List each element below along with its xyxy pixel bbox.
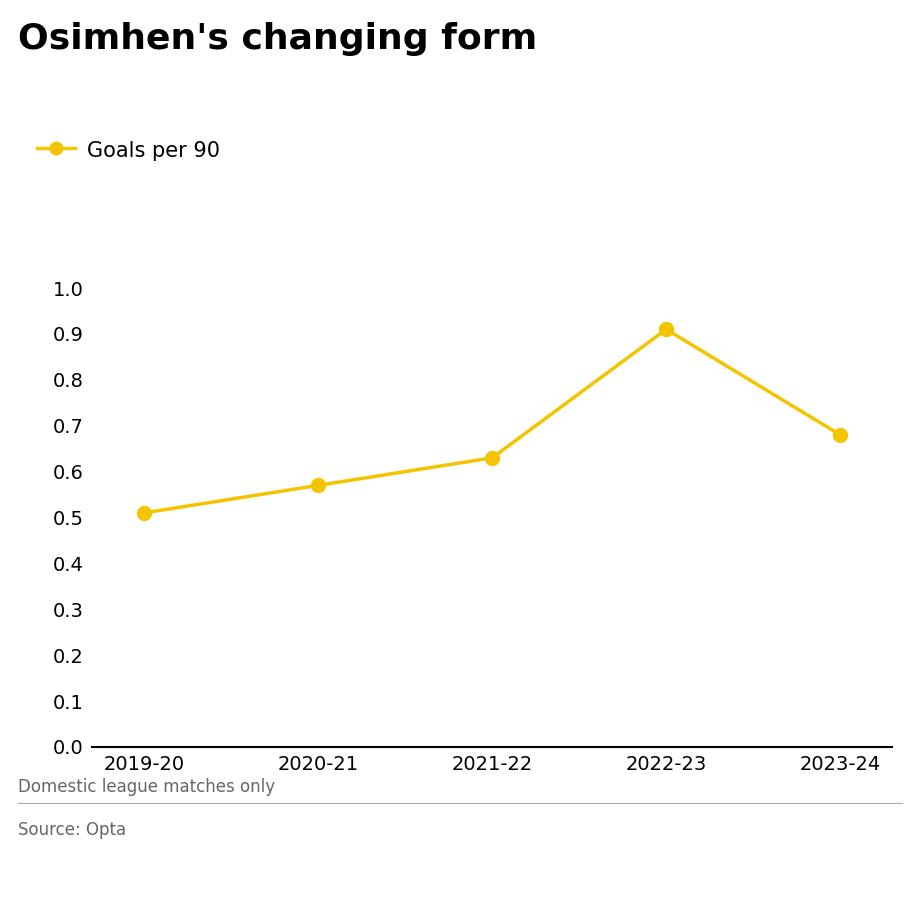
Text: BBC: BBC [812, 844, 865, 868]
Text: Source: Opta: Source: Opta [18, 821, 127, 839]
Text: Domestic league matches only: Domestic league matches only [18, 778, 275, 796]
Text: Osimhen's changing form: Osimhen's changing form [18, 22, 537, 57]
Legend: Goals per 90: Goals per 90 [28, 132, 228, 169]
